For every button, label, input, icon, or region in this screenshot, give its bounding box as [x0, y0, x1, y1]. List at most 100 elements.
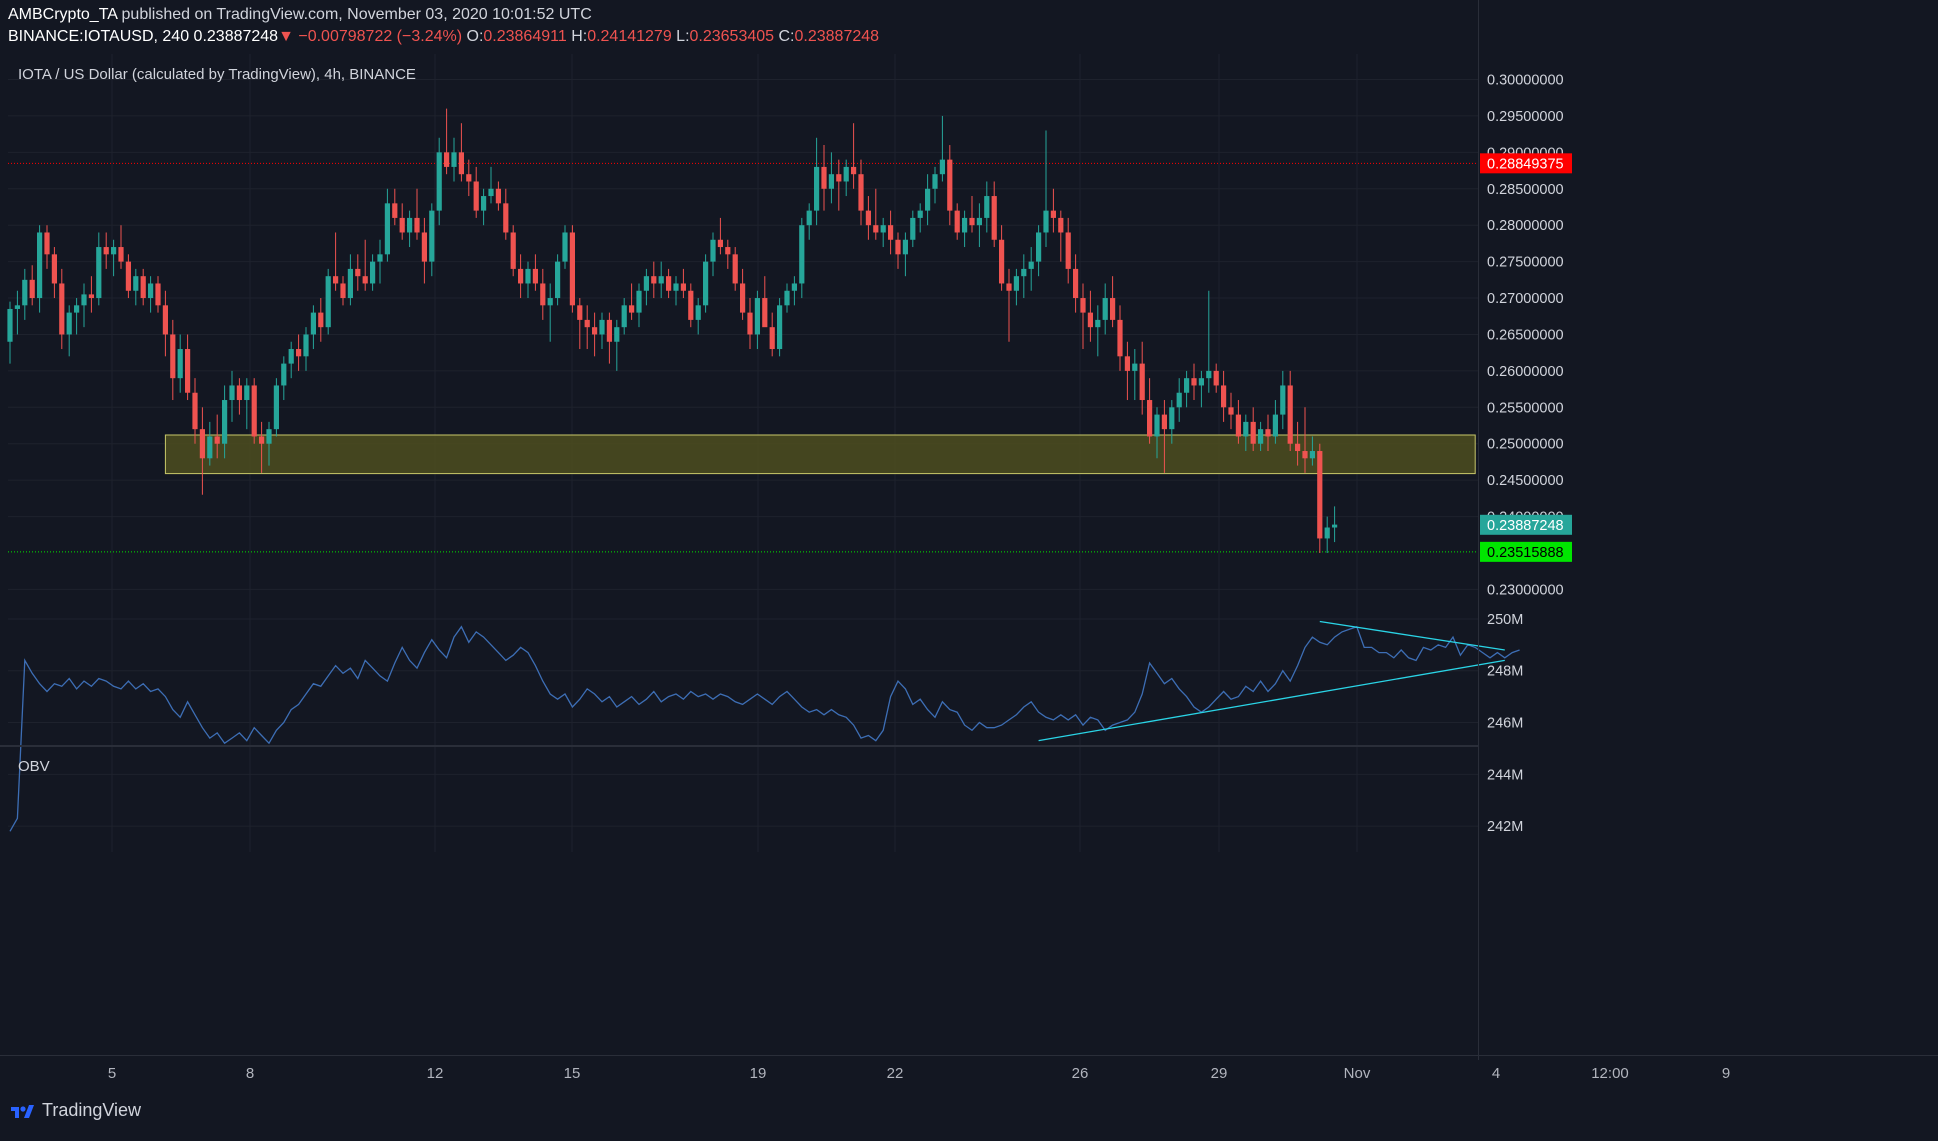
- candle-body: [888, 225, 894, 240]
- last-price-tag: 0.23887248: [1480, 514, 1572, 535]
- candle: [495, 181, 501, 211]
- candle: [725, 239, 731, 269]
- candle: [303, 327, 309, 371]
- candle-body: [429, 210, 435, 262]
- candle-body: [1169, 407, 1175, 430]
- candle: [384, 188, 390, 262]
- candle-body: [592, 327, 598, 335]
- x-tick-label: 8: [246, 1065, 254, 1082]
- candle: [599, 312, 605, 350]
- candle-body: [1332, 524, 1338, 528]
- candle: [118, 225, 124, 269]
- candle-body: [96, 247, 102, 299]
- candle: [458, 123, 464, 182]
- candle: [148, 276, 154, 313]
- candle: [754, 290, 760, 350]
- candle: [22, 268, 28, 320]
- low-label: L:: [676, 28, 690, 45]
- candle-body: [355, 268, 361, 277]
- candle: [488, 166, 494, 204]
- candle: [1265, 414, 1271, 452]
- x-tick-label: 15: [564, 1065, 581, 1082]
- candle: [1058, 210, 1064, 262]
- candle: [399, 203, 405, 240]
- obv-upper-trendline: [1319, 620, 1505, 651]
- high-label: H:: [571, 28, 588, 45]
- candle-body: [310, 312, 316, 335]
- candle-body: [732, 254, 738, 284]
- candle: [865, 196, 871, 240]
- candle-body: [488, 188, 494, 197]
- candle: [614, 319, 620, 371]
- published-text: published on TradingView.com, November 0…: [121, 6, 592, 23]
- candle-body: [932, 174, 938, 189]
- symbol-label[interactable]: BINANCE:IOTAUSD, 240: [8, 28, 190, 45]
- candle: [155, 276, 161, 313]
- brand[interactable]: TradingView: [10, 1100, 141, 1121]
- candle-body: [1036, 232, 1042, 262]
- candle-body: [229, 385, 235, 401]
- candle-body: [880, 225, 886, 233]
- candle-body: [29, 279, 35, 299]
- candle: [1332, 506, 1338, 543]
- support-price-tag-label: 0.23515888: [1487, 545, 1564, 561]
- candle: [170, 319, 176, 401]
- candle: [1258, 421, 1264, 452]
- candle-body: [851, 166, 857, 175]
- candle: [1161, 400, 1167, 473]
- candle: [185, 334, 191, 401]
- brand-name: TradingView: [42, 1100, 142, 1120]
- candle-body: [673, 283, 679, 291]
- candle-body: [1272, 414, 1278, 437]
- candle-body: [754, 298, 760, 335]
- x-tick-label: 4: [1492, 1065, 1500, 1082]
- candle: [969, 196, 975, 233]
- candle: [1139, 341, 1145, 415]
- candle: [192, 378, 198, 444]
- candle-body: [466, 174, 472, 182]
- y-tick-label: 0.28500000: [1487, 182, 1564, 198]
- candle: [828, 152, 834, 204]
- x-tick-label: Nov: [1344, 1065, 1371, 1082]
- candle: [1324, 516, 1330, 554]
- candle: [370, 254, 376, 291]
- y-tick-label: 0.23000000: [1487, 582, 1564, 598]
- candle-body: [362, 276, 368, 284]
- candle-body: [599, 319, 605, 335]
- candle: [1154, 407, 1160, 459]
- candle-body: [925, 188, 931, 211]
- candle-body: [1184, 378, 1190, 393]
- candle-body: [643, 276, 649, 291]
- candle: [503, 188, 509, 240]
- candle-body: [969, 217, 975, 226]
- ohlc-line: BINANCE:IOTAUSD, 240 0.23887248 ▼ −0.0079…: [8, 28, 879, 46]
- x-tick-label: 29: [1211, 1065, 1228, 1082]
- candle-body: [747, 312, 753, 335]
- candle-body: [392, 203, 398, 218]
- candle: [325, 268, 331, 335]
- candle: [1065, 217, 1071, 284]
- candle-body: [155, 283, 161, 306]
- candle: [710, 232, 716, 277]
- obv-title: OBV: [18, 758, 50, 775]
- change-value: ▼ −0.00798722 (−3.24%): [278, 28, 463, 45]
- candle-body: [325, 276, 331, 328]
- close-value: 0.23887248: [794, 28, 880, 45]
- candle-body: [399, 217, 405, 233]
- candle-body: [81, 294, 87, 306]
- candle-body: [547, 298, 553, 306]
- candle-body: [821, 166, 827, 189]
- candle-body: [451, 152, 457, 167]
- candle-body: [51, 254, 57, 284]
- candle: [806, 203, 812, 240]
- author-name[interactable]: AMBCrypto_TA: [8, 6, 118, 23]
- candle: [251, 378, 257, 444]
- candle: [1295, 421, 1301, 466]
- candle: [199, 407, 205, 495]
- candle-body: [814, 166, 820, 211]
- support-zone-box: [164, 434, 1476, 475]
- candle-body: [688, 290, 694, 320]
- candle-body: [695, 305, 701, 320]
- candle-body: [384, 203, 390, 255]
